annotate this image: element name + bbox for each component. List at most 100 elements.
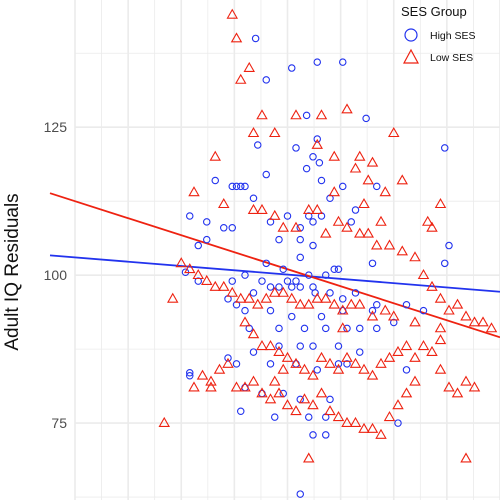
point-high-ses: [279, 265, 287, 273]
point-high-ses: [275, 235, 283, 244]
point-low-ses: [409, 375, 421, 386]
point-high-ses: [203, 218, 211, 226]
point-low-ses: [434, 322, 447, 333]
point-low-ses: [320, 292, 332, 303]
point-low-ses: [349, 162, 362, 173]
point-low-ses: [451, 387, 464, 398]
point-high-ses: [296, 490, 304, 498]
point-low-ses: [434, 334, 447, 345]
point-low-ses: [485, 322, 498, 333]
point-low-ses: [417, 340, 430, 351]
point-high-ses: [351, 289, 360, 297]
point-high-ses: [347, 218, 355, 226]
point-high-ses: [309, 431, 317, 439]
point-low-ses: [324, 357, 336, 368]
point-high-ses: [330, 265, 338, 273]
point-low-ses: [341, 351, 353, 362]
point-low-ses: [175, 257, 187, 268]
point-low-ses: [256, 340, 268, 351]
point-low-ses: [358, 422, 370, 433]
point-low-ses: [388, 310, 400, 321]
point-high-ses: [262, 76, 270, 84]
point-low-ses: [188, 186, 200, 197]
legend: SES Group High SES Low SES: [401, 4, 476, 64]
point-high-ses: [343, 360, 351, 368]
point-high-ses: [440, 259, 449, 268]
point-low-ses: [324, 405, 336, 416]
point-high-ses: [262, 259, 270, 268]
point-low-ses: [434, 363, 447, 374]
point-low-ses: [434, 292, 447, 303]
point-high-ses: [296, 283, 304, 291]
point-high-ses: [241, 306, 249, 315]
point-low-ses: [341, 221, 353, 232]
legend-marker-low-ses: [402, 48, 420, 64]
point-high-ses: [321, 324, 330, 333]
point-low-ses: [311, 138, 323, 149]
data-points: [158, 8, 498, 498]
point-high-ses: [266, 306, 275, 315]
point-low-ses: [388, 126, 400, 138]
point-high-ses: [419, 306, 428, 315]
point-low-ses: [468, 381, 481, 392]
point-low-ses: [290, 221, 302, 232]
point-low-ses: [409, 251, 421, 262]
point-high-ses: [313, 366, 321, 374]
point-low-ses: [366, 310, 379, 321]
point-low-ses: [396, 245, 408, 256]
point-low-ses: [328, 298, 340, 309]
y-tick-label: 100: [44, 267, 68, 283]
point-low-ses: [303, 203, 315, 214]
point-low-ses: [341, 416, 353, 427]
point-low-ses: [269, 126, 281, 138]
y-tick-label: 75: [51, 415, 67, 431]
point-low-ses: [209, 150, 221, 161]
point-low-ses: [379, 186, 391, 197]
point-low-ses: [196, 369, 209, 380]
point-high-ses: [275, 283, 283, 291]
point-high-ses: [302, 164, 311, 173]
point-high-ses: [309, 218, 317, 226]
point-high-ses: [275, 324, 283, 333]
point-low-ses: [269, 209, 281, 220]
point-low-ses: [426, 280, 438, 291]
y-tick-labels: 75 100 125: [44, 119, 68, 431]
point-high-ses: [287, 312, 296, 321]
point-high-ses: [334, 265, 343, 273]
point-low-ses: [303, 452, 315, 463]
point-high-ses: [304, 413, 313, 421]
point-low-ses: [396, 174, 408, 185]
fit-line-high-ses: [49, 254, 500, 293]
point-low-ses: [379, 304, 391, 315]
point-low-ses: [290, 109, 302, 120]
point-low-ses: [264, 340, 277, 351]
point-high-ses: [228, 277, 237, 285]
point-high-ses: [283, 277, 292, 285]
point-low-ses: [315, 387, 328, 398]
point-low-ses: [366, 422, 379, 433]
point-low-ses: [332, 363, 345, 374]
point-low-ses: [332, 411, 345, 422]
point-low-ses: [277, 221, 289, 232]
point-low-ses: [294, 298, 306, 309]
point-high-ses: [368, 306, 377, 315]
point-low-ses: [354, 298, 366, 309]
point-high-ses: [237, 182, 245, 191]
point-low-ses: [341, 103, 353, 114]
point-low-ses: [298, 363, 311, 374]
point-low-ses: [354, 150, 366, 161]
point-low-ses: [247, 126, 260, 138]
point-low-ses: [311, 292, 323, 303]
point-high-ses: [232, 182, 241, 191]
legend-title: SES Group: [401, 4, 467, 19]
point-low-ses: [315, 351, 328, 362]
point-low-ses: [158, 416, 170, 427]
point-low-ses: [426, 221, 438, 232]
gridlines: [74, 0, 500, 500]
point-low-ses: [328, 150, 340, 161]
point-high-ses: [338, 182, 347, 191]
point-low-ses: [239, 381, 251, 392]
point-low-ses: [383, 351, 396, 362]
point-high-ses: [258, 277, 266, 285]
